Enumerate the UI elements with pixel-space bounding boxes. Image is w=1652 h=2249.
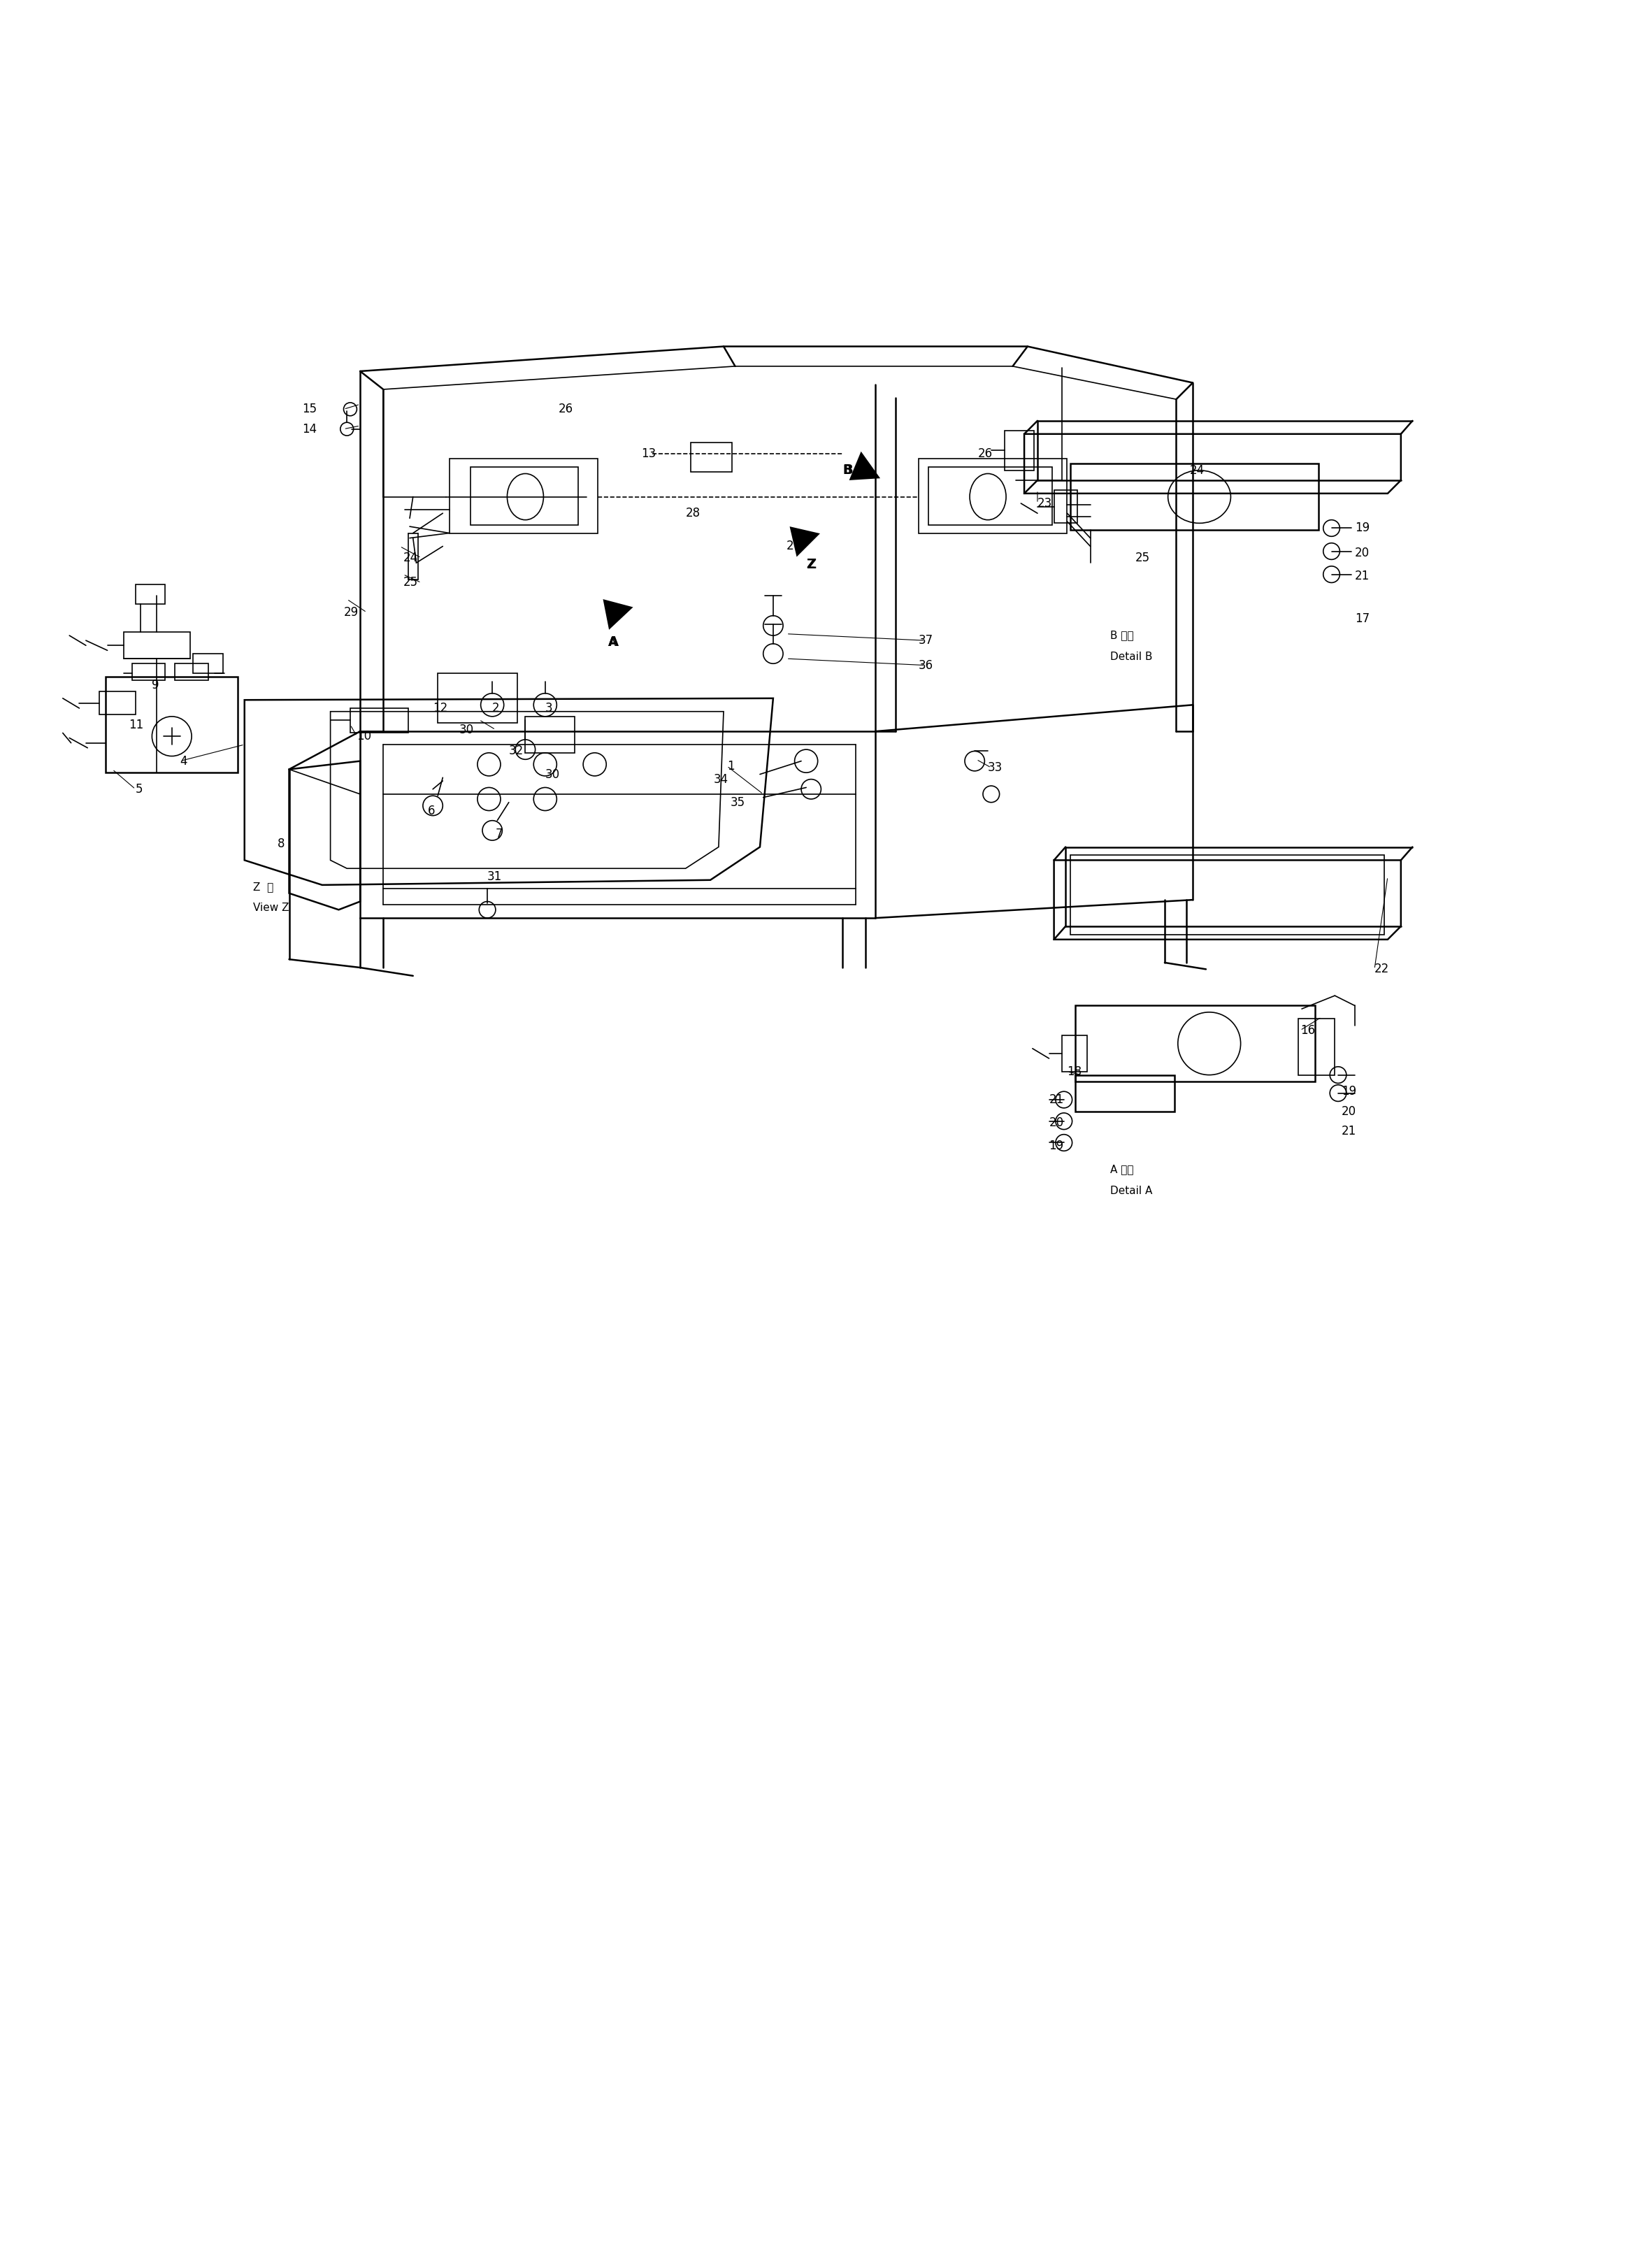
Polygon shape	[849, 452, 881, 481]
Text: 10: 10	[357, 731, 372, 742]
Text: 4: 4	[180, 756, 187, 767]
Bar	[691, 443, 732, 472]
Text: 25: 25	[403, 576, 418, 589]
Bar	[525, 717, 575, 753]
Bar	[99, 693, 135, 715]
Text: 11: 11	[129, 717, 144, 731]
Polygon shape	[790, 526, 819, 558]
Text: 1: 1	[727, 760, 733, 771]
Polygon shape	[603, 598, 633, 630]
Text: 9: 9	[152, 679, 159, 690]
Text: 3: 3	[545, 702, 552, 715]
Text: Detail B: Detail B	[1110, 652, 1153, 661]
Bar	[350, 708, 408, 733]
Bar	[471, 468, 578, 524]
Text: 27: 27	[786, 540, 801, 553]
Text: 30: 30	[459, 724, 474, 735]
Text: View Z: View Z	[253, 902, 289, 913]
Text: B: B	[843, 463, 851, 477]
Text: 24: 24	[1189, 463, 1204, 477]
Text: 14: 14	[302, 423, 317, 436]
Bar	[1004, 430, 1034, 470]
Bar	[175, 663, 208, 679]
Text: 20: 20	[1341, 1104, 1356, 1118]
Text: 17: 17	[1355, 612, 1370, 625]
Text: 34: 34	[714, 774, 729, 785]
Bar	[1298, 1019, 1335, 1075]
Bar	[438, 672, 517, 724]
Text: 28: 28	[686, 506, 700, 520]
Text: 30: 30	[545, 767, 560, 780]
Text: 16: 16	[1300, 1023, 1315, 1037]
Bar	[928, 468, 1052, 524]
Text: 19: 19	[1049, 1140, 1064, 1151]
Bar	[193, 654, 223, 672]
Text: Z: Z	[806, 558, 814, 571]
Text: 23: 23	[1037, 497, 1052, 511]
Text: 7: 7	[496, 828, 502, 841]
Text: 31: 31	[487, 870, 502, 884]
Bar	[1062, 1035, 1087, 1071]
Bar	[449, 459, 598, 533]
Bar	[919, 459, 1067, 533]
Text: 15: 15	[302, 403, 317, 416]
Text: 20: 20	[1049, 1116, 1064, 1129]
Text: 37: 37	[919, 634, 933, 648]
Text: Detail A: Detail A	[1110, 1185, 1153, 1196]
Text: A: A	[608, 636, 616, 648]
Bar	[124, 632, 190, 659]
Text: 13: 13	[641, 448, 656, 461]
Bar	[135, 585, 165, 605]
Text: 18: 18	[1067, 1066, 1082, 1077]
Text: 32: 32	[509, 744, 524, 758]
Text: 24: 24	[403, 551, 418, 564]
Text: 21: 21	[1355, 569, 1370, 582]
Text: 35: 35	[730, 796, 745, 810]
Bar	[1075, 1005, 1315, 1082]
Text: A: A	[608, 636, 618, 648]
Text: 26: 26	[558, 403, 573, 416]
Text: 12: 12	[433, 702, 448, 715]
Text: A 詳細: A 詳細	[1110, 1165, 1133, 1174]
Text: 19: 19	[1355, 522, 1370, 535]
Text: 26: 26	[978, 448, 993, 461]
Text: 25: 25	[1135, 551, 1150, 564]
Bar	[106, 677, 238, 774]
Text: 19: 19	[1341, 1086, 1356, 1098]
Text: 21: 21	[1049, 1093, 1064, 1107]
Text: B: B	[843, 463, 852, 477]
Text: Z: Z	[806, 558, 816, 571]
Text: 6: 6	[428, 805, 434, 816]
Text: 2: 2	[492, 702, 499, 715]
Text: Z  矧: Z 矧	[253, 882, 273, 893]
Text: 5: 5	[135, 783, 142, 796]
Text: 22: 22	[1374, 963, 1389, 976]
Text: 36: 36	[919, 659, 933, 672]
Text: 33: 33	[988, 762, 1003, 774]
Bar	[1054, 490, 1077, 524]
Bar	[1075, 1075, 1175, 1111]
Text: B 詳細: B 詳細	[1110, 630, 1133, 641]
Text: 8: 8	[278, 837, 284, 850]
Text: 29: 29	[344, 605, 358, 618]
Bar	[1070, 463, 1318, 531]
Text: 21: 21	[1341, 1124, 1356, 1138]
Bar	[132, 663, 165, 679]
Bar	[1070, 855, 1384, 936]
Text: 20: 20	[1355, 547, 1370, 560]
